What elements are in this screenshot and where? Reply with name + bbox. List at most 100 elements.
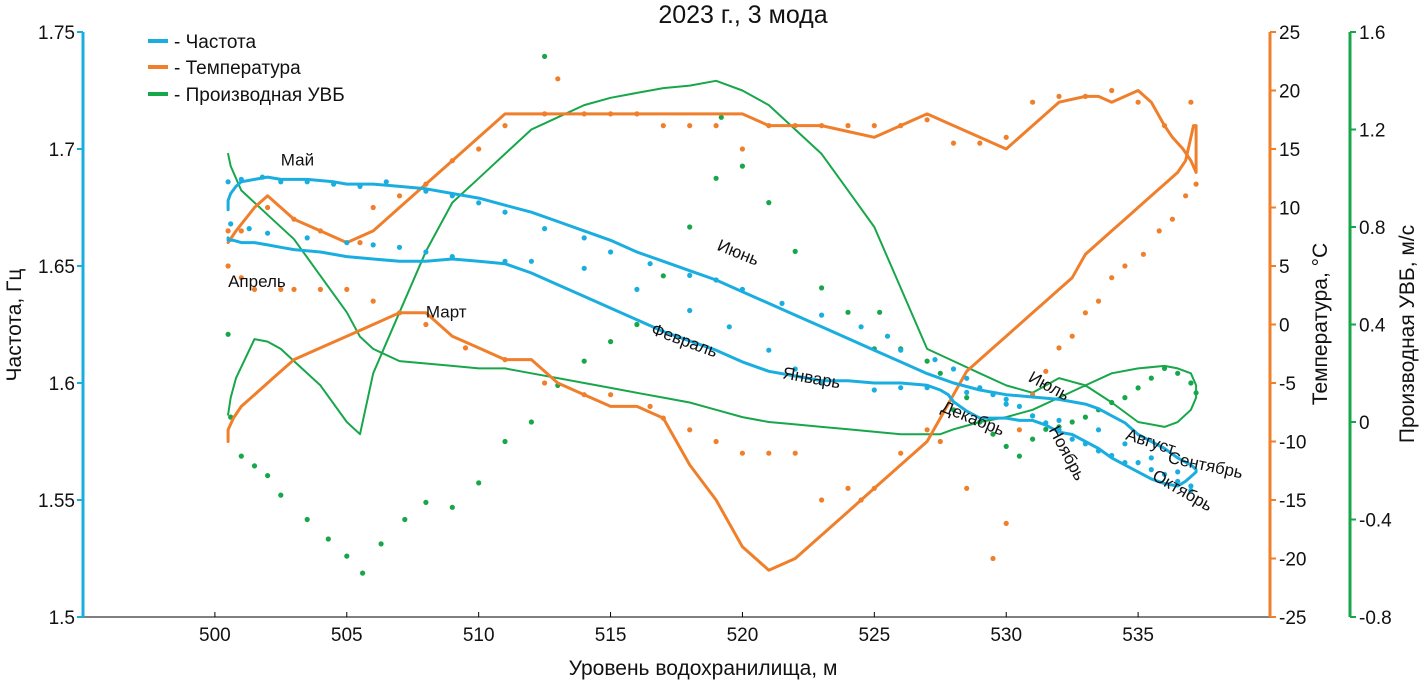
derivative-point bbox=[325, 536, 331, 542]
frequency-point bbox=[739, 286, 746, 292]
temperature-point bbox=[660, 415, 666, 421]
frequency-point bbox=[357, 183, 363, 189]
derivative-tick-label: 0.8 bbox=[1359, 218, 1385, 239]
derivative-point bbox=[304, 516, 310, 523]
derivative-axis-label: Производная УВБ, м/с bbox=[1396, 225, 1419, 443]
legend-label-derivative: - Производная УВБ bbox=[174, 85, 345, 106]
frequency-point bbox=[687, 307, 693, 314]
legend-label-temperature: - Температура bbox=[174, 58, 301, 79]
temperature-point bbox=[317, 228, 323, 234]
frequency-point bbox=[884, 333, 891, 339]
month-label: Февраль bbox=[649, 320, 721, 362]
x-tick-label: 530 bbox=[990, 625, 1022, 646]
frequency-point bbox=[932, 357, 938, 363]
derivative-tick-label: -0.4 bbox=[1359, 511, 1392, 532]
frequency-point bbox=[502, 209, 508, 215]
temperature-point bbox=[739, 450, 746, 456]
derivative-point bbox=[1135, 385, 1141, 391]
x-tick-label: 535 bbox=[1122, 625, 1154, 646]
frequency-point bbox=[1003, 396, 1009, 402]
derivative-point bbox=[476, 480, 482, 486]
temperature-point bbox=[1193, 181, 1199, 187]
frequency-point bbox=[1109, 452, 1115, 459]
frequency-point bbox=[528, 258, 535, 264]
temperature-point bbox=[1135, 99, 1141, 105]
frequency-point bbox=[687, 272, 693, 278]
derivative-point bbox=[1193, 390, 1199, 396]
temperature-tick-label: 5 bbox=[1279, 257, 1290, 278]
temperature-point bbox=[423, 321, 429, 328]
temperature-point bbox=[1043, 368, 1049, 374]
frequency-point bbox=[924, 385, 930, 391]
temperature-point bbox=[871, 485, 877, 491]
derivative-tick-label: 1.2 bbox=[1359, 121, 1385, 142]
frequency-point bbox=[228, 221, 234, 227]
legend: - Частота - Температура - Производная УВ… bbox=[148, 32, 345, 106]
frequency-point bbox=[1030, 413, 1036, 419]
temperature-point bbox=[964, 485, 970, 491]
series-layer bbox=[225, 53, 1199, 576]
derivative-point bbox=[1109, 399, 1115, 406]
derivative-tick-label: 0 bbox=[1359, 413, 1370, 434]
derivative-point bbox=[766, 200, 772, 206]
frequency-point bbox=[1122, 441, 1128, 447]
temperature-point bbox=[291, 286, 297, 292]
frequency-axis: 1.5 1.55 1.6 1.65 1.7 1.75 bbox=[38, 23, 85, 629]
temperature-point bbox=[265, 204, 271, 211]
frequency-point bbox=[476, 200, 482, 206]
temperature-point bbox=[396, 310, 403, 316]
temperature-point bbox=[845, 485, 851, 491]
temperature-point bbox=[924, 427, 930, 433]
temperature-point bbox=[713, 123, 719, 129]
frequency-point bbox=[423, 249, 429, 255]
temperature-point bbox=[1082, 93, 1088, 99]
temperature-point bbox=[1003, 520, 1009, 527]
legend-label-frequency: - Частота bbox=[174, 32, 256, 53]
temperature-point bbox=[278, 286, 284, 292]
temperature-point bbox=[396, 193, 403, 199]
temperature-point bbox=[1122, 263, 1128, 269]
temperature-point bbox=[344, 286, 350, 292]
frequency-point bbox=[634, 286, 640, 292]
temperature-point bbox=[819, 123, 825, 129]
frequency-point bbox=[1056, 417, 1062, 423]
frequency-point bbox=[898, 385, 904, 391]
frequency-tick-label: 1.7 bbox=[49, 140, 75, 161]
temperature-point bbox=[317, 286, 323, 292]
month-label: Декабрь bbox=[939, 397, 1008, 439]
derivative-point bbox=[660, 273, 666, 279]
derivative-point bbox=[1148, 375, 1154, 381]
derivative-point bbox=[964, 395, 970, 401]
temperature-line bbox=[226, 89, 1198, 572]
x-axis: 500 505 510 515 520 525 530 535 bbox=[82, 612, 1270, 646]
frequency-point bbox=[542, 226, 548, 232]
derivative-point bbox=[1043, 426, 1049, 432]
frequency-tick-label: 1.5 bbox=[49, 608, 75, 629]
frequency-tick-label: 1.65 bbox=[38, 257, 75, 278]
frequency-point bbox=[608, 249, 614, 255]
derivative-point bbox=[1030, 436, 1036, 442]
temperature-point bbox=[660, 123, 666, 129]
temperature-point bbox=[1056, 93, 1062, 99]
derivative-point bbox=[360, 570, 366, 576]
derivative-point bbox=[634, 321, 640, 328]
frequency-point bbox=[871, 387, 877, 393]
temperature-tick-label: -25 bbox=[1279, 608, 1306, 629]
temperature-point bbox=[357, 240, 363, 246]
month-label: Январь bbox=[781, 364, 842, 393]
derivative-point bbox=[608, 339, 614, 345]
temperature-point bbox=[647, 403, 653, 409]
frequency-point bbox=[779, 300, 785, 306]
temperature-point bbox=[581, 392, 587, 398]
temperature-point bbox=[687, 123, 693, 129]
temperature-point bbox=[898, 123, 904, 129]
frequency-point bbox=[1069, 436, 1075, 442]
temperature-point bbox=[898, 450, 904, 456]
temperature-tick-label: -10 bbox=[1279, 433, 1306, 454]
temperature-point bbox=[1003, 134, 1009, 140]
temperature-point bbox=[608, 392, 614, 398]
temperature-point bbox=[1183, 193, 1189, 199]
frequency-point bbox=[964, 375, 970, 381]
frequency-point bbox=[990, 392, 996, 398]
derivative-tick-label: 0.4 bbox=[1359, 316, 1386, 337]
